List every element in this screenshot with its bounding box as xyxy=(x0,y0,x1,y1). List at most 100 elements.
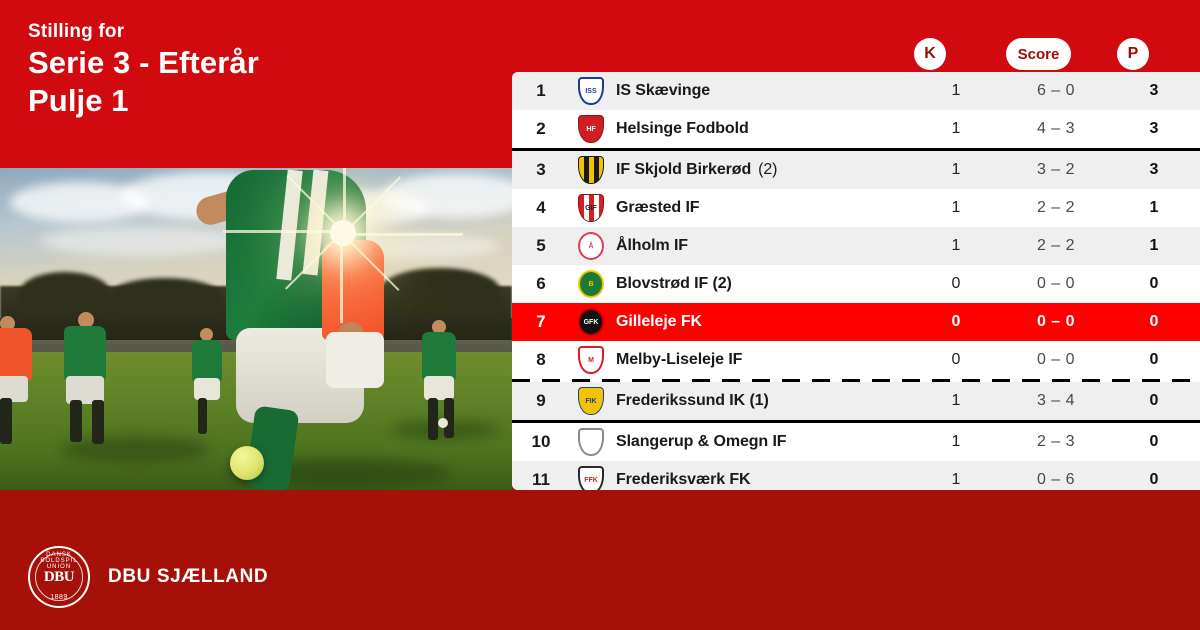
row-points: 3 xyxy=(1149,82,1159,99)
photo-cloud xyxy=(380,174,512,218)
row-matches-played: 1 xyxy=(951,237,961,254)
divider-solid xyxy=(512,420,1200,423)
row-rank: 4 xyxy=(536,198,546,217)
row-matches-played: 1 xyxy=(951,120,961,137)
row-team-label: Frederiksværk FK xyxy=(616,471,751,488)
photo-tree xyxy=(380,268,500,312)
row-team-label: Helsinge Fodbold xyxy=(616,120,749,137)
row-points: 0 xyxy=(1149,351,1159,368)
row-team-label: Gilleleje FK xyxy=(616,313,702,330)
row-points: 3 xyxy=(1149,120,1159,137)
crest-blovstrod-if-icon: B xyxy=(578,270,604,298)
table-row[interactable]: 6 B Blovstrød IF (2) 0 0 – 0 0 xyxy=(512,265,1200,303)
standings-table: 1 ISS IS Skævinge 1 6 – 0 3 2 HF Helsinge Fodbol… xyxy=(512,72,1200,490)
row-team-name: Græsted IF xyxy=(612,199,908,217)
row-club-logo xyxy=(570,428,612,456)
column-header-k: K xyxy=(914,38,946,70)
table-row[interactable]: 1 ISS IS Skævinge 1 6 – 0 3 xyxy=(512,72,1200,110)
row-team-name: Frederiksværk FK xyxy=(612,471,908,489)
row-matches-played: 0 xyxy=(951,313,961,330)
crest-aalholm-if-icon: Å xyxy=(578,232,604,260)
title-line-1: Serie 3 - Efterår xyxy=(28,45,259,80)
row-team-name: Helsinge Fodbold xyxy=(612,120,908,138)
row-score: 2 – 2 xyxy=(1036,237,1076,254)
row-matches-played: 1 xyxy=(951,471,961,488)
row-team-name: Melby-Liseleje IF xyxy=(612,351,908,369)
row-club-logo: Å xyxy=(570,232,612,260)
page-title: Stilling for Serie 3 - Efterår Pulje 1 xyxy=(28,20,259,120)
row-team-suffix: (2) xyxy=(758,161,778,178)
row-team-label: Melby-Liseleje IF xyxy=(616,351,743,368)
row-points: 3 xyxy=(1149,161,1159,178)
row-points: 0 xyxy=(1149,433,1159,450)
row-matches-played: 1 xyxy=(951,392,961,409)
crest-frederikssund-ik-icon: FIK xyxy=(578,387,604,415)
row-team-label: IF Skjold Birkerød xyxy=(616,161,752,178)
row-team-name: Frederikssund IK (1) xyxy=(612,392,908,410)
table-row[interactable]: 11 FFK Frederiksværk FK 1 0 – 6 0 xyxy=(512,461,1200,490)
row-matches-played: 0 xyxy=(951,275,961,292)
row-club-logo: ISS xyxy=(570,77,612,105)
dbu-logo-icon: DANSK BOLDSPIL UNION DBU 1889 xyxy=(28,546,90,608)
row-rank: 7 xyxy=(536,312,546,331)
row-score: 6 – 0 xyxy=(1036,82,1076,99)
row-matches-played: 1 xyxy=(951,161,961,178)
row-club-logo: GFK xyxy=(570,308,612,336)
row-team-label: Blovstrød IF (2) xyxy=(616,275,732,292)
row-club-logo: M xyxy=(570,346,612,374)
column-header-p: P xyxy=(1117,38,1149,70)
row-team-label: Slangerup & Omegn IF xyxy=(616,433,787,450)
crest-frederiksvaerk-fk-icon: FFK xyxy=(578,466,604,490)
crest-helsinge-fodbold-icon: HF xyxy=(578,115,604,143)
row-club-logo: FIK xyxy=(570,387,612,415)
table-row[interactable]: 8 M Melby-Liseleje IF 0 0 – 0 0 xyxy=(512,341,1200,379)
dbu-logo-ring xyxy=(35,553,83,601)
row-matches-played: 0 xyxy=(951,351,961,368)
row-score: 3 – 2 xyxy=(1036,161,1076,178)
title-kicker: Stilling for xyxy=(28,21,125,42)
photo-cloud xyxy=(40,226,240,256)
row-points: 0 xyxy=(1149,392,1159,409)
row-team-name: Blovstrød IF (2) xyxy=(612,275,908,293)
row-points: 1 xyxy=(1149,199,1159,216)
row-rank: 3 xyxy=(536,160,546,179)
table-row[interactable]: 10 Slangerup & Omegn IF 1 2 – 3 0 xyxy=(512,423,1200,461)
row-rank: 11 xyxy=(532,470,550,489)
row-rank: 9 xyxy=(536,391,546,410)
row-rank: 1 xyxy=(536,81,546,100)
row-team-name: Slangerup & Omegn IF xyxy=(612,433,908,451)
row-matches-played: 1 xyxy=(951,82,961,99)
photo-shadow xyxy=(60,436,210,462)
table-row[interactable]: 5 Å Ålholm IF 1 2 – 2 1 xyxy=(512,227,1200,265)
row-team-label: Græsted IF xyxy=(616,199,700,216)
crest-gilleleje-fk-icon: GFK xyxy=(578,308,604,336)
photo-flare-ray xyxy=(343,168,346,233)
row-points: 0 xyxy=(1149,313,1159,330)
row-team-label: Frederikssund IK (1) xyxy=(616,392,769,409)
table-row[interactable]: 2 HF Helsinge Fodbold 1 4 – 3 3 xyxy=(512,110,1200,148)
row-club-logo xyxy=(570,156,612,184)
table-row[interactable]: 7 GFK Gilleleje FK 0 0 – 0 0 xyxy=(512,303,1200,341)
photo-flare-ray xyxy=(343,233,463,236)
row-team-name: Ålholm IF xyxy=(612,237,908,255)
table-row[interactable]: 9 FIK Frederikssund IK (1) 1 3 – 4 0 xyxy=(512,382,1200,420)
row-club-logo: B xyxy=(570,270,612,298)
photo-football xyxy=(230,446,264,480)
divider-solid xyxy=(512,148,1200,151)
row-rank: 8 xyxy=(536,350,546,369)
row-score: 0 – 0 xyxy=(1036,351,1076,368)
footer-organisation: DBU SJÆLLAND xyxy=(108,566,269,587)
photo-tree xyxy=(20,272,110,312)
crest-slangerup-omegn-if-icon xyxy=(578,428,604,456)
row-rank: 10 xyxy=(531,432,551,451)
dbu-logo-arc-text: DANSK BOLDSPIL UNION xyxy=(40,552,78,570)
crest-skjold-birkerod-icon xyxy=(578,156,604,184)
table-row[interactable]: 3 IF Skjold Birkerød (2) 1 3 – 2 3 xyxy=(512,151,1200,189)
table-row[interactable]: 4 GIF Græsted IF 1 2 – 2 1 xyxy=(512,189,1200,227)
row-club-logo: HF xyxy=(570,115,612,143)
photo-player-orange-shorts xyxy=(326,332,384,388)
row-matches-played: 1 xyxy=(951,199,961,216)
column-header-score: Score xyxy=(1006,38,1071,70)
divider-dashed xyxy=(512,379,1200,382)
row-club-logo: GIF xyxy=(570,194,612,222)
